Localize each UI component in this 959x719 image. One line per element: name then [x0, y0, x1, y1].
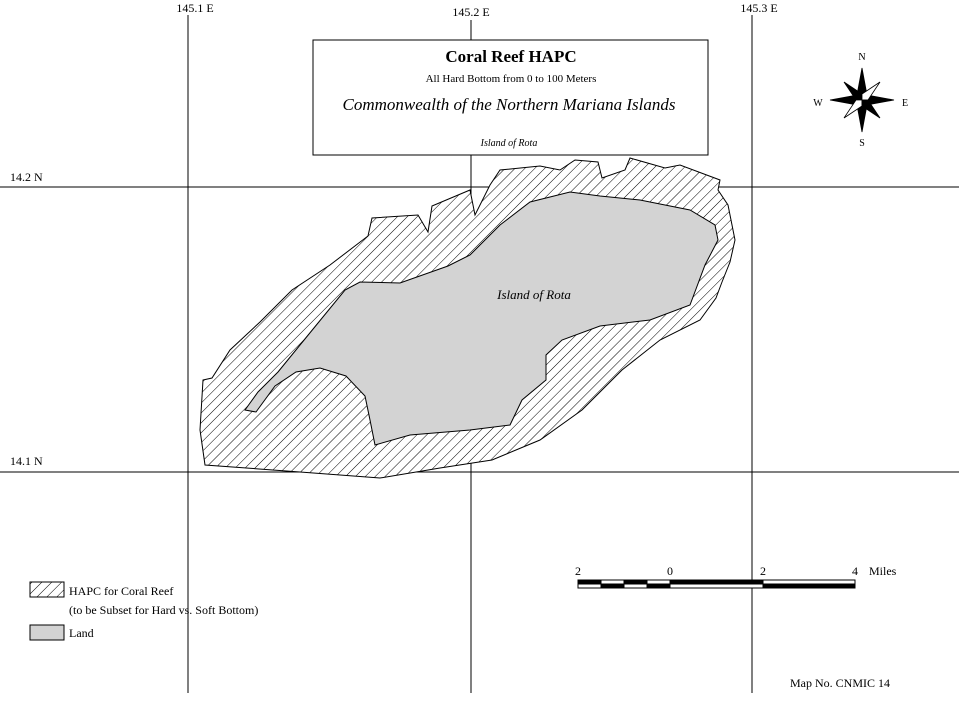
legend-label: HAPC for Coral Reef [69, 584, 173, 598]
subtitle: All Hard Bottom from 0 to 100 Meters [426, 73, 597, 85]
map-number: Map No. CNMIC 14 [790, 676, 890, 690]
scale-label: 0 [667, 564, 673, 578]
longitude-label: 145.3 E [740, 1, 777, 15]
scale-unit: Miles [869, 564, 897, 578]
compass-s: S [859, 138, 865, 149]
latitude-label: 14.1 N [10, 454, 43, 468]
title: Coral Reef HAPC [445, 47, 576, 66]
scale-label: 2 [575, 564, 581, 578]
scale-label: 4 [852, 564, 858, 578]
compass-w: W [813, 98, 823, 109]
scale-label: 2 [760, 564, 766, 578]
compass-n: N [858, 52, 865, 63]
legend-note: (to be Subset for Hard vs. Soft Bottom) [69, 603, 258, 617]
land-area [244, 191, 719, 446]
title-box [312, 39, 709, 156]
region: Commonwealth of the Northern Mariana Isl… [343, 95, 676, 114]
compass [829, 67, 895, 133]
scale-bar [577, 579, 856, 589]
legend-swatch [29, 581, 65, 598]
longitude-label: 145.2 E [452, 5, 489, 19]
longitude-label: 145.1 E [176, 1, 213, 15]
legend-label: Land [69, 626, 94, 640]
island-name: Island of Rota [480, 138, 538, 149]
latitude-label: 14.2 N [10, 170, 43, 184]
compass-e: E [902, 98, 908, 109]
island-label: Island of Rota [496, 287, 571, 302]
legend-swatch [29, 624, 65, 641]
